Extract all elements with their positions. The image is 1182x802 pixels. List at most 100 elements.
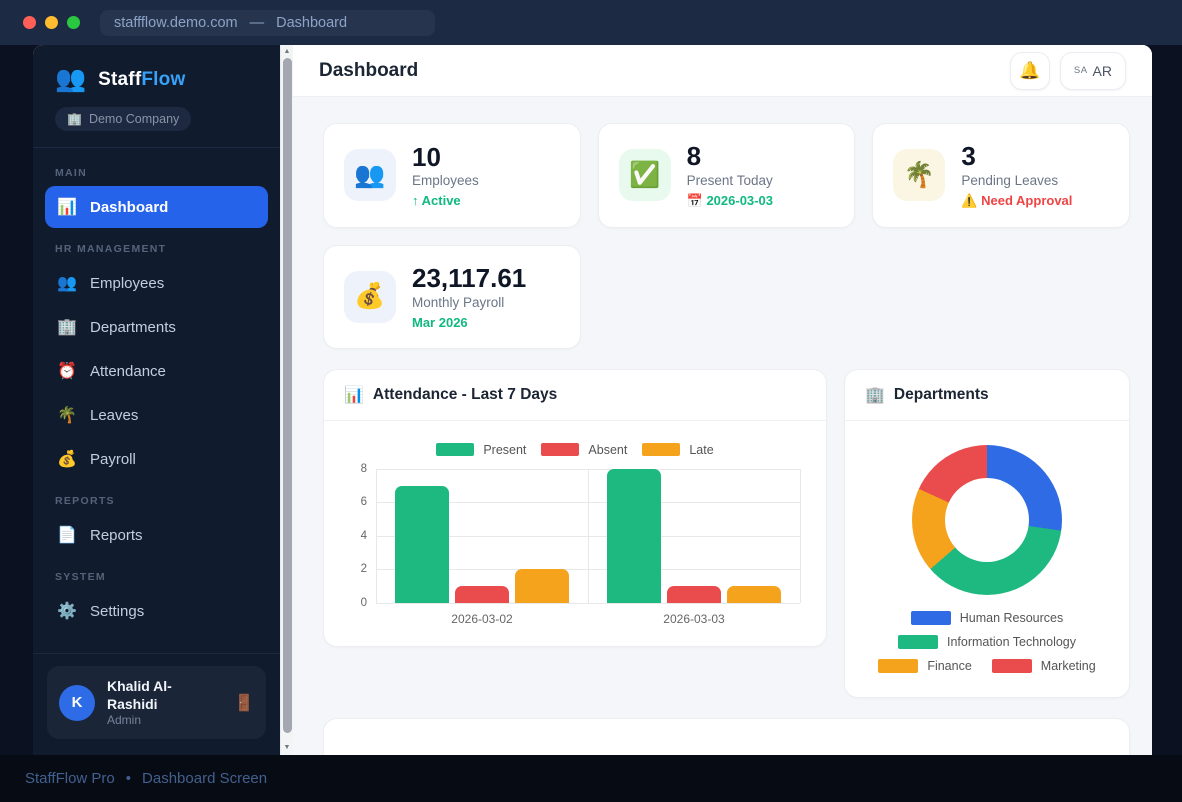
departments-donut-chart <box>912 444 1062 595</box>
legend-item-present: Present <box>436 443 526 457</box>
bar-present-2026-03-03 <box>607 468 661 603</box>
dashboard-content: 👥 10 Employees ↑ Active ✅ 8 Present Today 📅 202… <box>293 97 1152 755</box>
vertical-scrollbar[interactable]: ▲ ▼ <box>280 45 293 755</box>
y-tick-label: 8 <box>360 462 367 475</box>
departments-card: 🏢 Departments Human Resources Information… <box>844 368 1130 698</box>
stat-card-pending-leaves: 🌴 3 Pending Leaves ⚠️ Need Approval <box>872 123 1130 228</box>
stat-label: Monthly Payroll <box>412 294 505 310</box>
sidebar-item-employees[interactable]: 👥 Employees <box>45 262 268 304</box>
language-switch-button[interactable]: SA AR <box>1059 51 1126 90</box>
y-tick-label: 2 <box>360 563 367 576</box>
nav-section-label: MAIN <box>55 167 88 179</box>
main-area: Dashboard 🔔 SA AR 👥 10 Employees ↑ Active ✅ 8… <box>293 45 1152 755</box>
logout-door-icon[interactable]: 🚪 <box>234 694 254 712</box>
leaves-icon: 🌴 <box>57 407 77 424</box>
page-title: Dashboard <box>319 59 419 81</box>
sidebar-item-label: Leaves <box>90 406 139 424</box>
attendance-card: 📊 Attendance - Last 7 Days Present Absent… <box>323 368 827 647</box>
grid-vline <box>376 468 377 603</box>
address-bar[interactable]: staffflow.demo.com — Dashboard <box>100 9 435 36</box>
stat-text: 3 Pending Leaves ⚠️ Need Approval <box>961 141 1072 209</box>
status-bullet: • <box>125 770 132 787</box>
stat-text: 10 Employees ↑ Active <box>412 141 479 209</box>
minimize-window-button[interactable] <box>45 16 58 29</box>
sidebar-item-attendance[interactable]: ⏰ Attendance <box>45 350 268 392</box>
company-badge: 🏢 Demo Company <box>55 107 192 131</box>
grid-vline <box>588 468 589 603</box>
stat-label: Employees <box>412 173 479 189</box>
user-card[interactable]: K Khalid Al-Rashidi Admin 🚪 <box>47 666 266 739</box>
nav-section-label: SYSTEM <box>55 571 106 583</box>
reports-icon: 📄 <box>57 527 77 544</box>
app-window: 👥 StaffFlow 🏢 Demo Company MAIN 📊 Dashboar… <box>33 45 1152 755</box>
stat-label: Pending Leaves <box>961 172 1059 188</box>
sidebar-item-dashboard[interactable]: 📊 Dashboard <box>45 186 268 228</box>
stat-text: 23,117.61 Monthly Payroll Mar 2026 <box>412 262 527 330</box>
people-logo-icon: 👥 <box>55 65 87 93</box>
sidebar-item-label: Dashboard <box>90 198 169 216</box>
legend-swatch <box>642 443 681 457</box>
attendance-icon: ⏰ <box>57 363 77 380</box>
stat-value: 23,117.61 <box>412 262 527 293</box>
stat-icon: 💰 <box>344 270 396 323</box>
sidebar-item-settings[interactable]: ⚙️ Settings <box>45 590 268 632</box>
legend-item-finance: Finance <box>878 658 972 673</box>
legend-label: Information Technology <box>946 634 1077 649</box>
status-app-name: StaffFlow Pro <box>25 770 115 787</box>
sidebar-nav: MAIN 📊 Dashboard HR MANAGEMENT 👥 Employees 🏢 De… <box>33 148 280 653</box>
stat-value: 3 <box>961 141 976 171</box>
x-axis-labels: 2026-03-02 2026-03-03 <box>376 612 800 626</box>
y-tick-label: 4 <box>360 529 367 542</box>
attendance-card-header: 📊 Attendance - Last 7 Days <box>324 370 826 421</box>
logo-block: 👥 StaffFlow 🏢 Demo Company <box>33 45 280 148</box>
sidebar-item-payroll[interactable]: 💰 Payroll <box>45 438 268 480</box>
partial-card-below-fold <box>323 717 1130 755</box>
url-page-title: Dashboard <box>276 14 348 31</box>
user-role: Admin <box>107 713 142 727</box>
stat-label: Present Today <box>686 172 773 188</box>
legend-item-information-technology: Information Technology <box>897 634 1077 649</box>
status-bar: StaffFlow Pro • Dashboard Screen <box>0 755 1182 802</box>
bars-layer <box>376 468 800 603</box>
scrollbar-thumb[interactable] <box>282 58 292 733</box>
notifications-button[interactable]: 🔔 <box>1009 51 1050 90</box>
stat-sub: ↑ Active <box>412 193 461 209</box>
close-window-button[interactable] <box>23 16 36 29</box>
scroll-up-arrow-icon[interactable]: ▲ <box>283 48 291 55</box>
brand-name: StaffFlow <box>98 68 186 90</box>
legend-label: Human Resources <box>959 610 1064 625</box>
sidebar-item-reports[interactable]: 📄 Reports <box>45 514 268 556</box>
browser-chrome-bar: staffflow.demo.com — Dashboard <box>0 0 1182 45</box>
sidebar-item-label: Employees <box>90 274 165 292</box>
stat-card-monthly-payroll: 💰 23,117.61 Monthly Payroll Mar 2026 <box>323 244 581 349</box>
bar-chart-legend: Present Absent Late <box>344 443 806 457</box>
attendance-card-title: Attendance - Last 7 Days <box>372 385 558 403</box>
nav-section-label: HR MANAGEMENT <box>55 243 167 255</box>
page-header: Dashboard 🔔 SA AR <box>293 45 1152 97</box>
building-chart-icon: 🏢 <box>865 386 885 404</box>
departments-card-title: Departments <box>893 385 989 403</box>
sidebar-item-departments[interactable]: 🏢 Departments <box>45 306 268 348</box>
scroll-down-arrow-icon[interactable]: ▼ <box>283 744 291 751</box>
sidebar-item-label: Reports <box>90 526 143 544</box>
user-name: Khalid Al-Rashidi <box>107 678 172 712</box>
sidebar-item-label: Payroll <box>90 450 136 468</box>
legend-label: Absent <box>588 442 628 457</box>
gridline <box>376 602 800 604</box>
stat-value: 8 <box>686 141 702 171</box>
stat-value: 10 <box>412 141 441 172</box>
sidebar-item-label: Departments <box>90 318 176 336</box>
legend-label: Late <box>689 442 714 457</box>
dashboard-icon: 📊 <box>57 199 77 216</box>
sidebar-item-leaves[interactable]: 🌴 Leaves <box>45 394 268 436</box>
payroll-icon: 💰 <box>57 451 77 468</box>
sidebar-item-label: Settings <box>90 602 145 620</box>
stat-text: 8 Present Today 📅 2026-03-03 <box>686 141 773 209</box>
bar-present-2026-03-02 <box>395 485 449 603</box>
legend-item-late: Late <box>642 442 714 457</box>
stat-sub: 📅 2026-03-03 <box>686 192 773 208</box>
settings-icon: ⚙️ <box>57 603 77 620</box>
maximize-window-button[interactable] <box>67 16 80 29</box>
bar-chart-icon: 📊 <box>344 386 364 404</box>
stats-grid: 👥 10 Employees ↑ Active ✅ 8 Present Today 📅 202… <box>323 123 1130 349</box>
